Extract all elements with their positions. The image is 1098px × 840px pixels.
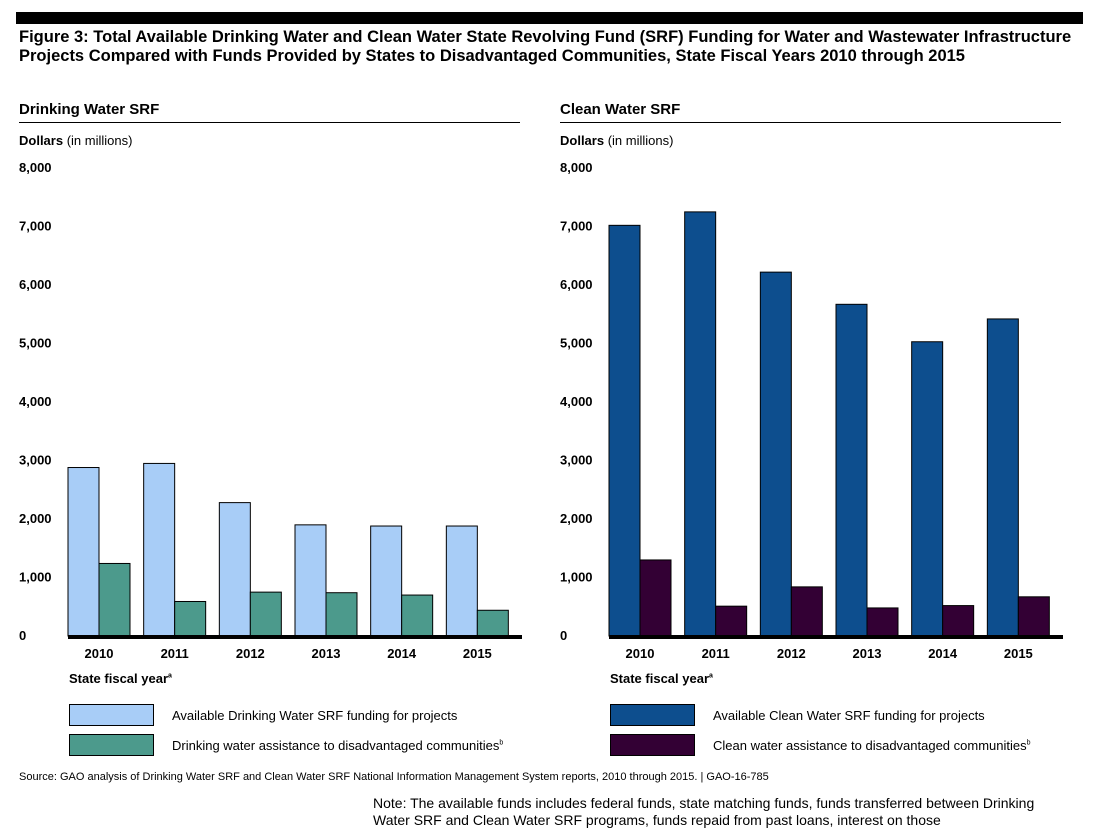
cw-legend-item-available: Available Clean Water SRF funding for pr… (610, 704, 985, 726)
cw-bar-disadvantaged-2012 (790, 586, 823, 637)
cw-y-unit-label: Dollars (in millions) (560, 133, 673, 148)
dw-bar-disadvantaged-2011 (174, 600, 207, 637)
figure-note: Note: The available funds includes feder… (373, 795, 1035, 828)
cw-x-tick-label: 2013 (853, 646, 882, 661)
cw-y-tick-label: 7,000 (560, 219, 593, 234)
dw-y-tick-label: 3,000 (19, 453, 52, 468)
cw-title-rule (560, 122, 1061, 123)
cw-bar-available-2015 (986, 318, 1019, 637)
source-note: Source: GAO analysis of Drinking Water S… (19, 771, 769, 783)
dw-panel-title: Drinking Water SRF (19, 101, 160, 118)
dw-y-tick-label: 5,000 (19, 336, 52, 351)
cw-bar-available-2010 (608, 224, 641, 637)
dw-legend-label-available: Available Drinking Water SRF funding for… (172, 707, 458, 723)
cw-bar-chart: 0 1,000 2,000 3,000 4,000 5,000 6,000 7,000 8,00… (560, 160, 1063, 661)
cw-y-tick-label: 5,000 (560, 336, 593, 351)
dw-bar-disadvantaged-2010 (98, 562, 131, 637)
cw-y-unit-bold: Dollars (560, 133, 605, 148)
cw-bar-disadvantaged-2010 (639, 559, 672, 637)
cw-legend-swatch-disadvantaged (610, 734, 695, 756)
cw-y-tick-label: 6,000 (560, 277, 593, 292)
dw-y-tick-label: 7,000 (19, 219, 52, 234)
dw-legend-item-available: Available Drinking Water SRF funding for… (69, 704, 457, 726)
cw-x-tick-label: 2010 (626, 646, 655, 661)
dw-x-tick-label: 2013 (312, 646, 341, 661)
dw-x-tick-label: 2012 (236, 646, 265, 661)
cw-y-tick-label: 8,000 (560, 160, 593, 175)
cw-legend-item-disadvantaged: Clean water assistance to disadvantaged … (610, 734, 1031, 756)
dw-x-tick-label: 2015 (463, 646, 492, 661)
dw-x-axis-line (68, 635, 522, 639)
dw-bar-available-2014 (370, 525, 403, 637)
dw-bar-chart: 0 1,000 2,000 3,000 4,000 5,000 6,000 7,000 8,00… (19, 160, 522, 661)
cw-bar-available-2012 (759, 271, 792, 637)
dw-legend-label-disadvantaged: Drinking water assistance to disadvantag… (172, 737, 504, 753)
cw-x-tick-label: 2011 (702, 646, 730, 661)
dw-y-tick-label: 6,000 (19, 277, 52, 292)
dw-y-unit-label: Dollars (in millions) (19, 133, 132, 148)
cw-bar-disadvantaged-2014 (942, 605, 975, 637)
dw-x-tick-label: 2011 (161, 646, 189, 661)
dw-bar-disadvantaged-2012 (249, 591, 282, 637)
cw-legend-swatch-available (610, 704, 695, 726)
dw-y-unit-bold: Dollars (19, 133, 64, 148)
cw-bar-available-2011 (684, 211, 717, 637)
cw-bar-disadvantaged-2015 (1017, 596, 1050, 637)
dw-x-axis-title: State fiscal yeara (69, 671, 172, 686)
dw-y-tick-label: 8,000 (19, 160, 52, 175)
cw-panel-title: Clean Water SRF (560, 101, 681, 118)
cw-x-tick-label: 2012 (777, 646, 806, 661)
dw-bar-available-2012 (218, 502, 251, 637)
cw-y-tick-label: 4,000 (560, 394, 593, 409)
dw-x-axis-title-text: State fiscal year (69, 671, 169, 686)
dw-legend-swatch-disadvantaged (69, 734, 154, 756)
dw-x-axis-title-sup: a (168, 672, 172, 680)
dw-bar-available-2013 (294, 524, 327, 637)
cw-y-tick-label: 3,000 (560, 453, 593, 468)
cw-legend-label-available: Available Clean Water SRF funding for pr… (713, 707, 985, 723)
dw-x-tick-label: 2010 (85, 646, 114, 661)
dw-bar-disadvantaged-2013 (325, 592, 358, 637)
cw-y-unit-rest: (in millions) (604, 133, 674, 148)
figure-title: Figure 3: Total Available Drinking Water… (19, 28, 1072, 65)
dw-y-unit-rest: (in millions) (63, 133, 133, 148)
cw-bar-disadvantaged-2011 (715, 605, 748, 637)
cw-x-tick-label: 2014 (928, 646, 958, 661)
cw-x-axis-title-text: State fiscal year (610, 671, 710, 686)
dw-title-rule (19, 122, 520, 123)
dw-x-tick-label: 2014 (387, 646, 417, 661)
dw-bar-disadvantaged-2014 (401, 594, 434, 637)
dw-y-tick-label: 0 (19, 628, 26, 643)
dw-bar-available-2011 (143, 462, 176, 637)
dw-legend-item-disadvantaged: Drinking water assistance to disadvantag… (69, 734, 503, 756)
cw-y-tick-label: 2,000 (560, 511, 593, 526)
cw-bar-available-2013 (835, 303, 868, 637)
dw-bar-available-2015 (445, 525, 478, 637)
cw-x-axis-line (609, 635, 1063, 639)
cw-x-axis-title: State fiscal yeara (610, 671, 713, 686)
cw-bar-disadvantaged-2013 (866, 607, 899, 637)
dw-bar-disadvantaged-2015 (476, 609, 509, 637)
cw-bar-available-2014 (911, 341, 944, 637)
dw-legend-swatch-available (69, 704, 154, 726)
dw-y-tick-label: 2,000 (19, 511, 52, 526)
cw-legend-label-disadvantaged: Clean water assistance to disadvantaged … (713, 737, 1031, 753)
dw-bar-available-2010 (67, 467, 100, 637)
cw-x-axis-title-sup: a (709, 672, 713, 680)
cw-y-tick-label: 0 (560, 628, 567, 643)
dw-y-tick-label: 4,000 (19, 394, 52, 409)
dw-y-tick-label: 1,000 (19, 570, 52, 585)
cw-x-tick-label: 2015 (1004, 646, 1033, 661)
cw-y-tick-label: 1,000 (560, 570, 593, 585)
figure-header-bar (16, 12, 1083, 24)
